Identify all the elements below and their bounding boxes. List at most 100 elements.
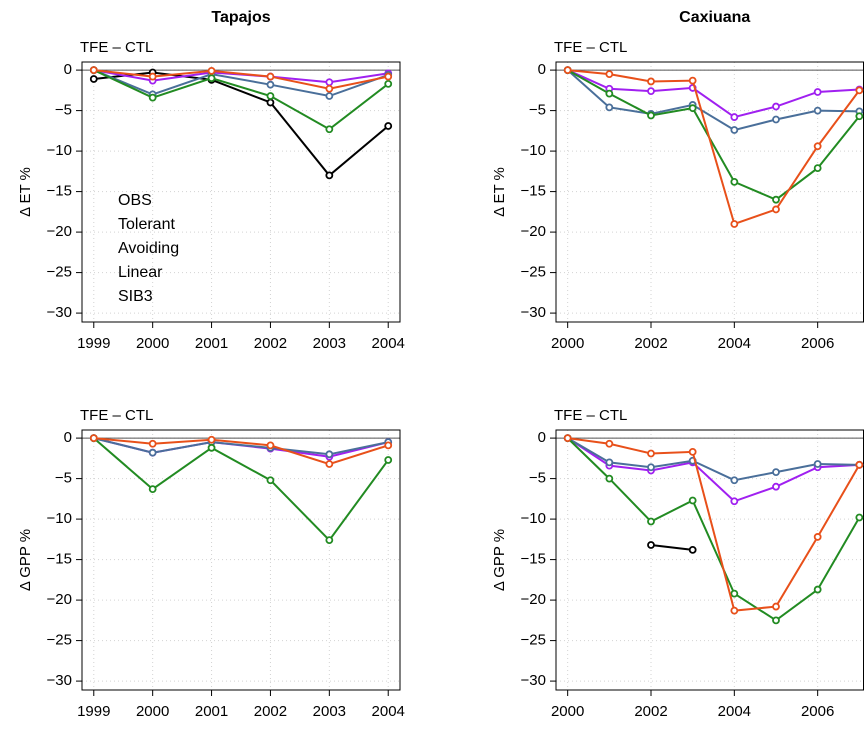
series-line <box>566 437 861 622</box>
data-point <box>605 103 614 112</box>
data-point <box>89 75 98 83</box>
y-tick-label: −20 <box>47 591 72 608</box>
data-point <box>772 616 780 625</box>
y-tick-label: −20 <box>521 223 546 240</box>
data-point <box>266 72 275 81</box>
data-point <box>688 104 697 113</box>
series-line <box>567 69 860 119</box>
chart-title: Caxiuana <box>679 9 750 26</box>
data-point <box>605 70 614 79</box>
data-point <box>647 87 655 96</box>
data-point <box>813 460 822 468</box>
data-point <box>772 468 780 477</box>
data-point <box>730 476 739 485</box>
y-tick-label: −25 <box>47 632 72 649</box>
y-tick-label: −5 <box>55 102 72 119</box>
data-point <box>813 142 822 151</box>
series-line <box>93 69 389 90</box>
data-point <box>730 177 739 186</box>
x-tick-label: 2006 <box>801 335 834 352</box>
data-point <box>772 115 780 124</box>
data-point <box>772 482 780 491</box>
data-point <box>730 606 739 615</box>
x-tick-label: 2004 <box>718 335 751 352</box>
subtitle: TFE – CTL <box>80 407 153 424</box>
data-point <box>813 106 822 115</box>
y-tick-label: −20 <box>521 591 546 608</box>
y-tick-label: −30 <box>521 304 546 321</box>
data-point <box>563 66 572 74</box>
data-point <box>148 72 157 81</box>
y-tick-label: −30 <box>521 672 546 689</box>
data-point <box>813 164 822 173</box>
series-line <box>93 437 389 466</box>
data-point <box>855 112 864 121</box>
y-axis-label: Δ ET % <box>17 167 34 217</box>
data-point <box>647 449 655 458</box>
data-point <box>855 513 864 522</box>
y-tick-label: −15 <box>47 551 72 568</box>
y-tick-label: −5 <box>529 470 546 487</box>
x-tick-label: 2004 <box>372 335 405 352</box>
y-tick-label: 0 <box>64 61 72 78</box>
data-point <box>647 463 655 472</box>
x-tick-label: 2000 <box>136 703 169 720</box>
data-point <box>605 89 614 98</box>
data-point <box>730 113 739 121</box>
y-tick-label: −25 <box>47 264 72 281</box>
y-tick-label: −30 <box>47 304 72 321</box>
data-point <box>148 93 157 102</box>
x-tick-label: 2000 <box>136 335 169 352</box>
series-line <box>567 437 860 503</box>
series-line <box>567 437 860 482</box>
x-tick-label: 1999 <box>77 335 110 352</box>
x-tick-label: 2001 <box>195 703 228 720</box>
series-line <box>93 69 389 98</box>
legend-entry: Linear <box>118 264 163 281</box>
subtitle: TFE – CTL <box>554 39 627 56</box>
data-point <box>207 67 216 75</box>
data-point <box>688 76 697 85</box>
series-line <box>93 437 389 456</box>
data-point <box>772 195 780 204</box>
x-tick-label: 2002 <box>634 703 667 720</box>
data-point <box>266 98 275 107</box>
series-line <box>93 69 389 131</box>
data-point <box>605 474 614 483</box>
x-tick-label: 2002 <box>634 335 667 352</box>
data-point <box>605 458 614 467</box>
data-point <box>813 585 822 594</box>
data-point <box>647 77 655 86</box>
data-point <box>384 72 393 81</box>
subtitle: TFE – CTL <box>80 39 153 56</box>
y-tick-label: −10 <box>47 510 72 527</box>
y-axis-label: Δ ET % <box>491 167 508 217</box>
data-point <box>325 78 334 87</box>
y-tick-label: 0 <box>538 61 546 78</box>
data-point <box>266 92 275 100</box>
data-point <box>325 460 334 468</box>
data-point <box>325 536 334 545</box>
data-point <box>688 545 697 554</box>
data-point <box>772 205 780 214</box>
chart-title: Tapajos <box>211 9 270 26</box>
x-tick-label: 2003 <box>313 335 346 352</box>
x-tick-label: 2000 <box>551 335 584 352</box>
data-point <box>730 126 739 134</box>
data-point <box>605 439 614 448</box>
y-tick-label: −20 <box>47 223 72 240</box>
data-point <box>89 434 98 442</box>
plot-frame <box>81 61 401 323</box>
legend-entry: SIB3 <box>118 288 153 305</box>
series-line <box>567 69 861 226</box>
data-point <box>325 92 334 100</box>
y-tick-label: 0 <box>538 429 546 446</box>
data-point <box>148 439 157 448</box>
y-tick-label: −10 <box>47 142 72 159</box>
x-tick-label: 2004 <box>718 703 751 720</box>
data-point <box>688 447 697 456</box>
data-point <box>266 441 275 450</box>
y-tick-label: −30 <box>47 672 72 689</box>
x-tick-label: 2002 <box>254 703 287 720</box>
data-point <box>772 602 780 611</box>
